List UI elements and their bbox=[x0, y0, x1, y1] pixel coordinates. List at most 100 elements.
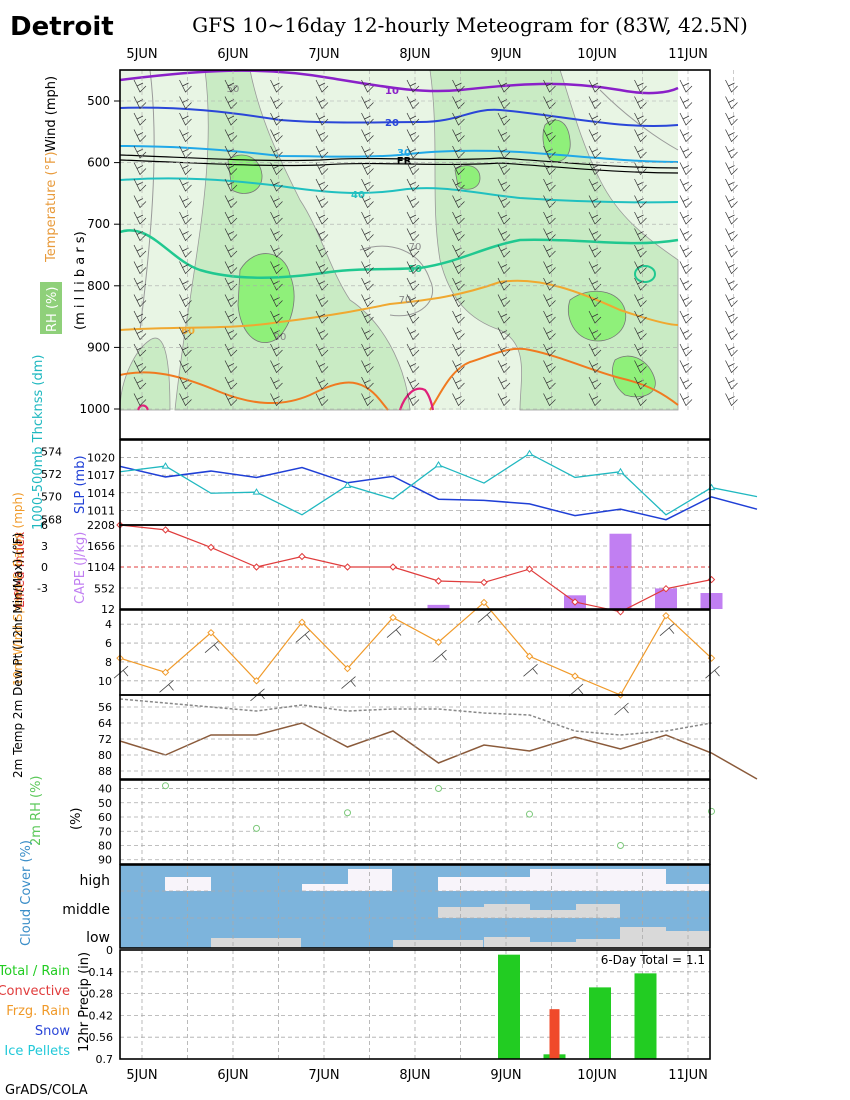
temp-line bbox=[119, 722, 758, 780]
wind-barb bbox=[497, 393, 511, 407]
legend-frzg-rain: Frzg. Rain bbox=[6, 1004, 70, 1019]
wind-barb bbox=[113, 665, 129, 679]
cape-bar bbox=[427, 604, 450, 609]
wind-barb bbox=[406, 393, 420, 407]
tick-label: 0.42 bbox=[89, 1009, 114, 1022]
cloud-cell bbox=[438, 877, 530, 891]
wind-barb bbox=[452, 162, 465, 176]
tick-label: 1656 bbox=[87, 540, 115, 553]
wind-barb bbox=[315, 112, 329, 126]
tick-label: 60 bbox=[98, 811, 112, 824]
wind-barb bbox=[133, 261, 147, 275]
wind-barb bbox=[634, 79, 647, 93]
wind-barb bbox=[523, 663, 538, 677]
li-point bbox=[207, 543, 215, 552]
li-point bbox=[389, 563, 397, 571]
panel-frame bbox=[119, 779, 711, 865]
wind-barb bbox=[497, 261, 511, 275]
tick-label: 0.7 bbox=[96, 1053, 114, 1066]
wind-barb bbox=[634, 162, 647, 176]
wind-barb bbox=[315, 79, 329, 93]
wind-barb bbox=[679, 211, 693, 225]
isotherm-20 bbox=[119, 106, 679, 128]
wind-barb bbox=[568, 683, 584, 697]
credit: GrADS/COLA bbox=[5, 1083, 88, 1098]
tick-label: 1104 bbox=[87, 561, 115, 574]
isotherm-80 bbox=[398, 387, 435, 411]
wind-barb bbox=[361, 261, 374, 275]
legend-total-rain: Total / Rain bbox=[0, 964, 70, 979]
wind-barb bbox=[543, 261, 556, 275]
wind-barb bbox=[725, 393, 738, 407]
wind-barb bbox=[588, 211, 602, 225]
li-point bbox=[343, 563, 352, 571]
wind-point bbox=[389, 613, 397, 622]
cloud-level-middle: middle bbox=[62, 902, 110, 918]
wind-barb bbox=[179, 112, 192, 126]
tick-label: 6 bbox=[105, 637, 112, 650]
tick-label: 572 bbox=[41, 468, 62, 481]
rh-high bbox=[612, 355, 656, 398]
slp-ticks: 574 572 570 568 1020 1017 1014 1011 bbox=[41, 445, 115, 526]
isotherm-label: 40 bbox=[351, 190, 365, 201]
legend-convective: Convective bbox=[0, 984, 70, 999]
wind-barb bbox=[204, 640, 220, 653]
wind-barb bbox=[406, 112, 420, 126]
thickness-point bbox=[434, 460, 443, 468]
wind-point bbox=[525, 652, 534, 660]
date-label: 11JUN bbox=[668, 47, 708, 62]
panel-frame bbox=[119, 864, 711, 949]
tick-label: 0 bbox=[41, 561, 48, 574]
date-label: 5JUN bbox=[126, 47, 157, 62]
wind-barb bbox=[634, 112, 647, 126]
cape-bar bbox=[655, 588, 677, 609]
wind-barb bbox=[406, 310, 420, 324]
wind-barb bbox=[133, 310, 147, 324]
wind-barb bbox=[452, 310, 465, 324]
tick-label: 0.56 bbox=[89, 1031, 114, 1044]
wind-barb bbox=[315, 261, 329, 275]
rh-bands bbox=[120, 780, 715, 864]
tick-label: 88 bbox=[98, 765, 112, 778]
stability-ticks: -3 0 3 6 2208 1656 1104 552 12 bbox=[37, 519, 115, 616]
rh-label: 50 bbox=[227, 84, 240, 95]
isotherm-30 bbox=[119, 145, 679, 163]
wind-barb bbox=[224, 112, 238, 126]
tick-label: 90 bbox=[98, 854, 112, 867]
cloud-cell bbox=[576, 939, 620, 948]
cloud-level-high: high bbox=[79, 873, 110, 889]
cloud-cell bbox=[484, 904, 530, 918]
wind-barb bbox=[452, 393, 465, 407]
cloud-cell bbox=[620, 927, 666, 948]
wind-barb bbox=[361, 112, 374, 126]
li-point bbox=[662, 584, 670, 593]
wind-point bbox=[571, 672, 579, 680]
tick-label: -3 bbox=[37, 582, 48, 595]
wind-barb bbox=[588, 261, 602, 275]
wind-barb bbox=[270, 343, 283, 357]
wind-barb bbox=[725, 162, 738, 176]
wind-barb bbox=[659, 623, 675, 636]
li-point bbox=[298, 552, 306, 561]
li-axis-label: Lifted Index bbox=[13, 531, 28, 608]
isotherm-label: 60 bbox=[181, 326, 195, 337]
precip-ticks: 0.7 0.56 0.42 0.28 0.14 0 bbox=[89, 944, 114, 1066]
isotherm-label: 20 bbox=[385, 118, 399, 129]
surface-wind-barbs bbox=[113, 610, 720, 716]
precip-bar bbox=[634, 973, 657, 1059]
cloud-cell bbox=[302, 884, 348, 891]
wind-barb bbox=[361, 393, 374, 407]
wind-barb bbox=[497, 310, 511, 324]
tick-label: 570 bbox=[41, 491, 62, 504]
panel-frame bbox=[119, 694, 711, 780]
cloud-cell bbox=[666, 931, 710, 948]
tick-label: 700 bbox=[87, 217, 110, 231]
tick-label: 72 bbox=[98, 733, 112, 746]
wind-barb bbox=[634, 393, 647, 407]
rh-label: 70 bbox=[399, 295, 412, 306]
cloud-grid bbox=[120, 865, 710, 948]
rh-point bbox=[526, 810, 533, 818]
wind-ticks: 10 8 6 4 bbox=[98, 618, 112, 688]
